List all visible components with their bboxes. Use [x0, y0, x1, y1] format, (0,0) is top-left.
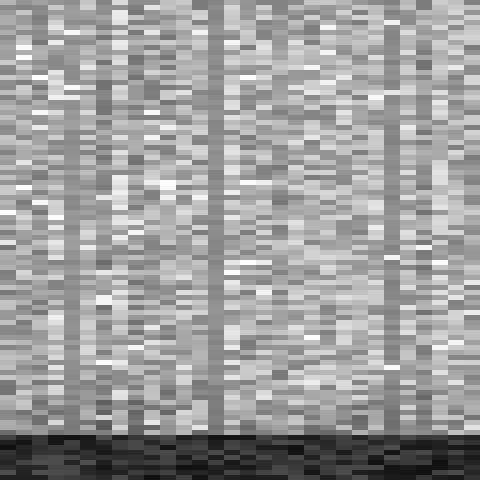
heatmap-canvas — [0, 0, 480, 480]
heatmap-stage — [0, 0, 480, 480]
